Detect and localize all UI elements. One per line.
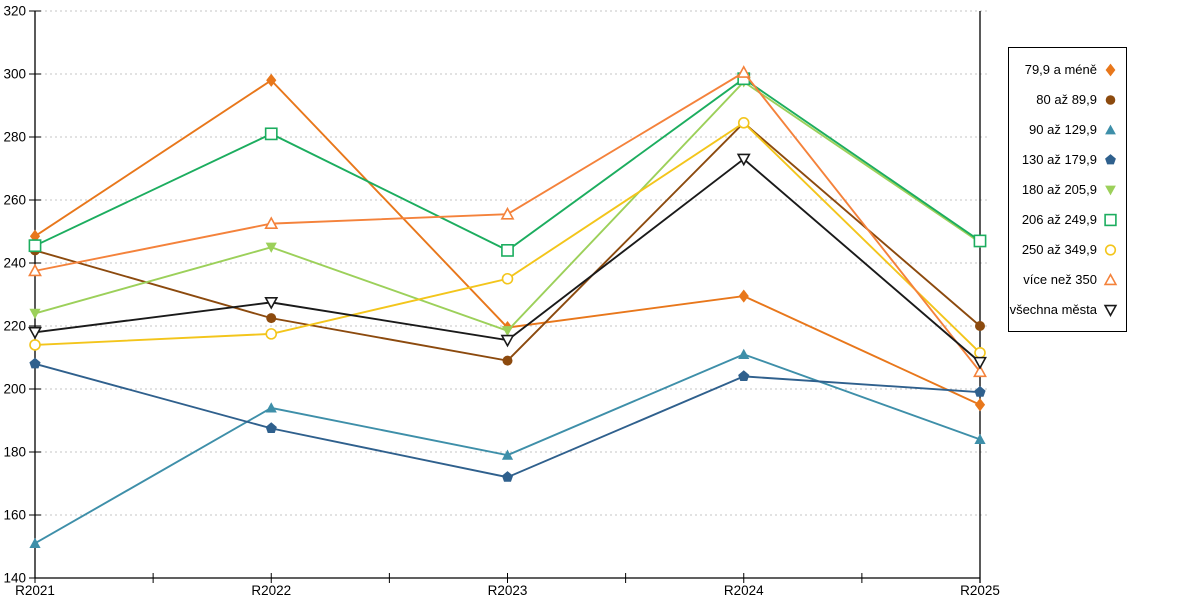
data-point-marker bbox=[501, 449, 514, 460]
legend-item: 130 až 179,9 bbox=[1009, 152, 1126, 167]
data-point-marker bbox=[500, 334, 515, 348]
data-point-marker bbox=[973, 364, 987, 378]
diamond-filled-legend-icon bbox=[1105, 63, 1116, 76]
data-point-marker bbox=[501, 272, 514, 285]
data-point-marker bbox=[265, 422, 277, 433]
legend-item: 180 až 205,9 bbox=[1009, 182, 1126, 197]
legend-item-label: více než 350 bbox=[1023, 272, 1097, 288]
legend-item: 206 až 249,9 bbox=[1009, 212, 1126, 227]
data-point-marker bbox=[975, 321, 985, 331]
data-point-marker bbox=[29, 357, 41, 369]
data-point-marker bbox=[1104, 244, 1117, 256]
data-point-marker bbox=[973, 234, 987, 248]
data-point-marker bbox=[1104, 213, 1117, 227]
data-point-marker bbox=[1105, 185, 1116, 196]
legend-item: 80 až 89,9 bbox=[1009, 92, 1126, 107]
series-line bbox=[34, 80, 981, 332]
data-point-marker bbox=[1105, 153, 1116, 165]
x-tick-label: R2022 bbox=[251, 583, 291, 598]
data-point-marker bbox=[1103, 305, 1118, 318]
data-point-marker bbox=[974, 386, 986, 397]
data-point-marker bbox=[501, 326, 514, 337]
legend-item: 90 až 129,9 bbox=[1009, 122, 1126, 137]
x-tick-label: R2023 bbox=[488, 583, 528, 598]
data-point-marker bbox=[501, 471, 514, 482]
y-tick-label: 260 bbox=[3, 193, 26, 208]
y-tick-label: 320 bbox=[3, 4, 26, 19]
data-point-marker bbox=[265, 328, 278, 340]
data-point-marker bbox=[974, 398, 986, 412]
data-point-marker bbox=[265, 402, 277, 413]
x-tick-label: R2024 bbox=[724, 583, 764, 598]
data-point-marker bbox=[738, 348, 750, 359]
legend-item-label: 80 až 89,9 bbox=[1036, 91, 1097, 107]
data-point-marker bbox=[264, 296, 279, 310]
data-point-marker bbox=[28, 263, 42, 277]
data-point-marker bbox=[29, 308, 41, 319]
x-tick-label: R2025 bbox=[960, 583, 1000, 598]
data-point-marker bbox=[266, 313, 277, 324]
triangle-down-open-legend-icon bbox=[1103, 305, 1118, 318]
data-point-marker bbox=[502, 355, 513, 366]
y-tick-label: 180 bbox=[3, 445, 26, 460]
legend-item-label: 90 až 129,9 bbox=[1029, 121, 1097, 137]
data-point-marker bbox=[973, 356, 987, 370]
data-point-marker bbox=[265, 242, 277, 253]
chart-legend: 79,9 a méně 80 až 89,9 90 až 129,9 130 až 1… bbox=[1008, 47, 1127, 332]
data-point-marker bbox=[501, 244, 514, 257]
data-point-marker bbox=[1105, 63, 1116, 76]
data-point-marker bbox=[266, 73, 277, 87]
legend-item: 79,9 a méně bbox=[1009, 62, 1126, 77]
triangle-down-filled-legend-icon bbox=[1105, 185, 1116, 196]
legend-item-label: 79,9 a méně bbox=[1024, 61, 1097, 77]
legend-item-label: 206 až 249,9 bbox=[1021, 212, 1097, 228]
data-point-marker bbox=[264, 127, 278, 141]
y-tick-label: 160 bbox=[3, 508, 26, 523]
pentagon-filled-legend-icon bbox=[1105, 153, 1116, 165]
data-point-marker bbox=[29, 537, 41, 548]
x-tick-label: R2021 bbox=[15, 583, 55, 598]
legend-item-label: všechna města bbox=[1009, 302, 1097, 318]
data-point-marker bbox=[264, 216, 279, 230]
triangle-up-filled-legend-icon bbox=[1105, 124, 1116, 135]
data-point-marker bbox=[974, 346, 986, 359]
y-tick-label: 140 bbox=[3, 571, 26, 586]
data-point-marker bbox=[737, 117, 750, 129]
y-tick-label: 220 bbox=[3, 319, 26, 334]
data-point-marker bbox=[500, 206, 515, 220]
data-point-marker bbox=[28, 326, 42, 340]
triangle-up-open-legend-icon bbox=[1103, 273, 1118, 286]
data-point-marker bbox=[736, 65, 751, 78]
y-tick-label: 200 bbox=[3, 382, 26, 397]
legend-item: více než 350 bbox=[1009, 272, 1126, 287]
series-line bbox=[34, 77, 981, 252]
data-point-marker bbox=[1105, 124, 1116, 135]
legend-item-label: 250 až 349,9 bbox=[1021, 242, 1097, 258]
data-point-marker bbox=[736, 153, 751, 167]
y-tick-label: 280 bbox=[3, 130, 26, 145]
circle-open-legend-icon bbox=[1104, 244, 1117, 256]
series-line bbox=[34, 121, 981, 354]
legend-item: 250 až 349,9 bbox=[1009, 242, 1126, 257]
square-open-legend-icon bbox=[1104, 213, 1117, 227]
data-point-marker bbox=[738, 370, 750, 381]
data-point-marker bbox=[29, 339, 41, 351]
data-point-marker bbox=[738, 289, 749, 303]
y-tick-label: 300 bbox=[3, 67, 26, 82]
legend-item-label: 130 až 179,9 bbox=[1021, 151, 1097, 167]
data-point-marker bbox=[1105, 94, 1116, 105]
legend-item-label: 180 až 205,9 bbox=[1021, 181, 1097, 197]
circle-filled-legend-icon bbox=[1105, 94, 1116, 105]
data-point-marker bbox=[974, 433, 986, 444]
data-point-marker bbox=[28, 239, 42, 253]
series-line bbox=[34, 362, 981, 479]
legend-item: všechna města bbox=[1009, 302, 1126, 318]
data-point-marker bbox=[1103, 273, 1118, 286]
y-tick-label: 240 bbox=[3, 256, 26, 271]
